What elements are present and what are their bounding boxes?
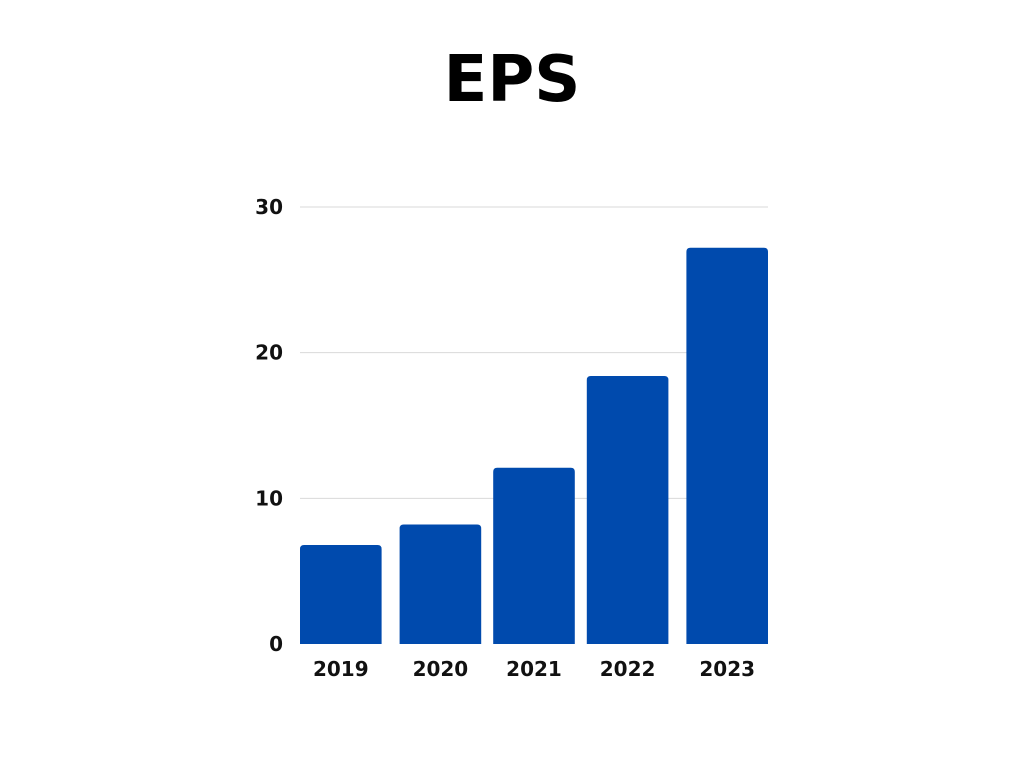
x-axis-ticks: 2019 2020 2021 2022 2023 bbox=[313, 657, 755, 681]
x-tick-label: 2021 bbox=[506, 657, 562, 681]
x-tick-label: 2022 bbox=[600, 657, 656, 681]
x-tick-label: 2023 bbox=[699, 657, 755, 681]
bar-2019 bbox=[300, 544, 382, 644]
y-axis-ticks: 0 10 20 30 bbox=[255, 195, 283, 656]
chart-title: EPS bbox=[443, 43, 581, 117]
bar-2020 bbox=[399, 524, 482, 644]
x-tick-label: 2019 bbox=[313, 657, 369, 681]
bar-2022 bbox=[586, 375, 669, 644]
bar-2021 bbox=[493, 467, 575, 644]
y-tick-label: 20 bbox=[255, 341, 283, 365]
bar-2023 bbox=[686, 247, 768, 644]
y-tick-label: 0 bbox=[269, 632, 283, 656]
x-tick-label: 2020 bbox=[413, 657, 469, 681]
y-tick-label: 30 bbox=[255, 195, 283, 219]
bars bbox=[300, 247, 768, 644]
y-tick-label: 10 bbox=[255, 486, 283, 510]
